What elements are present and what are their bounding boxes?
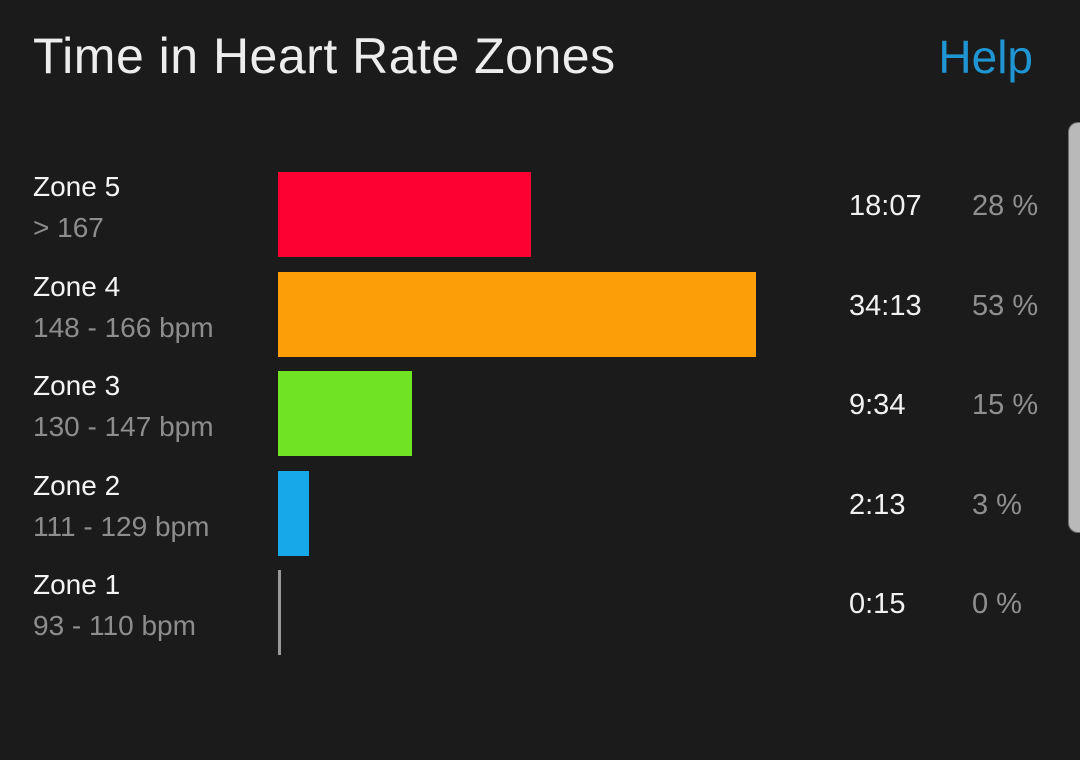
- zone-bar: [278, 470, 309, 556]
- zone-row: Zone 1 93 - 110 bpm 0:15 0 %: [0, 556, 1080, 656]
- scrollbar-thumb[interactable]: [1068, 122, 1080, 533]
- zone-name: Zone 3: [33, 370, 121, 402]
- zone-bar: [278, 271, 756, 357]
- zone-range: > 167: [33, 212, 104, 243]
- zone-time: 34:13: [849, 289, 922, 322]
- zone-time: 0:15: [849, 588, 906, 621]
- zone-name: Zone 2: [33, 469, 121, 501]
- zone-time: 9:34: [849, 389, 906, 422]
- zone-bar: [278, 570, 281, 656]
- zone-range: 130 - 147 bpm: [33, 411, 214, 443]
- zone-name: Zone 1: [33, 569, 121, 601]
- zone-range: 148 - 166 bpm: [33, 311, 214, 343]
- help-link[interactable]: Help: [938, 31, 1033, 83]
- zone-name: Zone 4: [33, 270, 121, 302]
- zone-time: 2:13: [849, 488, 906, 521]
- zone-percent: 0 %: [972, 588, 1022, 621]
- zone-percent: 53 %: [972, 289, 1039, 322]
- zone-percent: 15 %: [972, 389, 1039, 422]
- zone-percent: 3 %: [972, 488, 1022, 521]
- zone-bar: [278, 172, 531, 257]
- page-title: Time in Heart Rate Zones: [33, 28, 616, 84]
- zone-row: Zone 3 130 - 147 bpm 9:34 15 %: [0, 357, 1080, 457]
- zone-time: 18:07: [849, 190, 922, 222]
- zone-range: 93 - 110 bpm: [33, 610, 196, 642]
- zone-range: 111 - 129 bpm: [33, 510, 210, 542]
- zone-name: Zone 5: [33, 171, 121, 202]
- zone-row: Zone 5 > 167 18:07 28 %: [0, 158, 1080, 258]
- zone-percent: 28 %: [972, 190, 1039, 222]
- zone-bar: [278, 371, 412, 457]
- zone-row: Zone 4 148 - 166 bpm 34:13 53 %: [0, 258, 1080, 358]
- zone-row: Zone 2 111 - 129 bpm 2:13 3 %: [0, 457, 1080, 557]
